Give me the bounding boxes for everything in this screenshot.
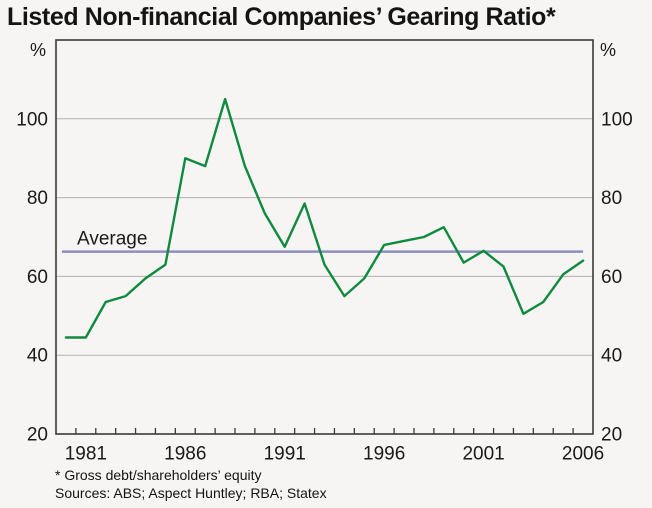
y-label-right-20: 20 [601,425,622,446]
average-label: Average [77,229,147,250]
y-label-right-40: 40 [601,346,622,367]
y-axis-labels-left: 20 40 60 80 100 [16,109,48,445]
y-label-left-20: 20 [27,425,48,446]
x-label-2006: 2006 [562,444,604,465]
y-label-left-60: 60 [27,267,48,288]
y-axis-labels-right: 20 40 60 80 100 [601,109,633,445]
plot-border [55,39,594,435]
footnote-sources: Sources: ABS; Aspect Huntley; RBA; State… [55,485,327,501]
y-label-right-80: 80 [601,188,622,209]
series-line-gearing-ratio [64,97,585,339]
y-label-left-100: 100 [16,109,48,130]
footnotes: * Gross debt/shareholders’ equity Source… [55,466,327,502]
unit-label-left: % [30,40,46,60]
x-axis-ticks [75,428,574,434]
x-axis-labels: 1981 1986 1991 1996 2001 2006 [65,444,605,465]
y-label-right-100: 100 [601,109,633,130]
y-label-right-60: 60 [601,267,622,288]
footnote-definition: * Gross debt/shareholders’ equity [55,467,262,483]
chart-title: Listed Non-financial Companies’ Gearing … [7,3,556,31]
unit-label-right: % [600,40,616,60]
x-label-1991: 1991 [264,444,306,465]
x-label-1981: 1981 [65,444,107,465]
x-label-1996: 1996 [363,444,405,465]
y-gridlines [56,118,593,356]
y-label-left-80: 80 [27,188,48,209]
x-label-1986: 1986 [164,444,206,465]
x-label-2001: 2001 [462,444,504,465]
y-label-left-40: 40 [27,346,48,367]
